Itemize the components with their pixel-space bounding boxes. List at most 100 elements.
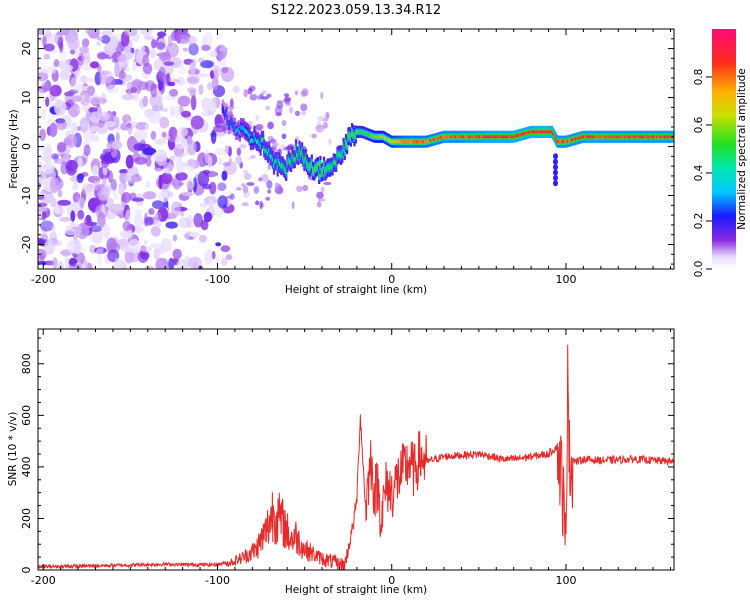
noise-blob	[210, 132, 217, 137]
ridge-core	[568, 139, 571, 143]
noise-blob	[106, 29, 114, 36]
ridge-core	[505, 135, 509, 139]
noise-blob	[211, 97, 217, 104]
ridge-core	[586, 135, 589, 139]
noise-blob	[160, 172, 173, 184]
noise-blob	[267, 163, 271, 170]
noise-blob	[98, 111, 110, 122]
ridge-core	[627, 135, 631, 139]
ridge-core	[242, 125, 245, 130]
ridge-core	[282, 165, 285, 171]
ridge-core	[499, 135, 502, 139]
noise-blob	[255, 200, 260, 206]
ridge-core	[393, 140, 396, 144]
ridge-core	[623, 135, 626, 139]
ridge-core	[235, 128, 238, 134]
ridge-core	[587, 135, 590, 139]
noise-blob	[221, 257, 228, 267]
ridge-core	[336, 153, 339, 158]
ridge-core	[420, 140, 423, 144]
noise-blob	[121, 71, 128, 85]
noise-blob	[110, 178, 117, 191]
ridge-core	[554, 137, 557, 141]
noise-blob	[88, 107, 98, 113]
ridge-core	[475, 135, 478, 139]
ridge-core	[424, 140, 427, 144]
ridge-core	[262, 137, 265, 143]
ridge-core	[360, 130, 363, 134]
noise-blob	[302, 184, 309, 192]
noise-blob	[294, 110, 301, 117]
ridge-core	[320, 170, 323, 175]
noise-blob	[49, 122, 58, 138]
ridge-core	[380, 135, 383, 139]
noise-blob	[166, 42, 179, 58]
ridge-core	[249, 138, 252, 144]
ridge-core	[431, 138, 434, 142]
ridge-core	[444, 135, 448, 139]
ridge-dip	[553, 164, 559, 171]
ridge-core	[415, 140, 418, 144]
noise-blob	[316, 191, 324, 199]
noise-blob	[136, 49, 148, 66]
ridge-core	[458, 135, 461, 139]
ridge-core	[542, 130, 545, 134]
ridge-core	[632, 135, 635, 139]
noise-blob	[209, 50, 218, 58]
noise-blob	[68, 257, 78, 267]
noise-blob	[41, 82, 51, 92]
ridge-core	[477, 135, 480, 139]
noise-blob	[170, 105, 175, 118]
ridge-core	[547, 130, 550, 134]
ridge-core	[446, 135, 449, 139]
ridge-core	[479, 135, 482, 139]
colorbar-tick-label: 0.2	[693, 213, 705, 230]
noise-blob	[208, 199, 214, 214]
ridge-core	[297, 153, 300, 159]
ridge-dip	[553, 180, 559, 187]
noise-blob	[158, 66, 166, 82]
ridge-core	[329, 165, 332, 170]
ridge-core	[365, 132, 368, 136]
noise-blob	[199, 202, 208, 208]
ridge-core	[466, 135, 470, 139]
noise-blob	[211, 76, 219, 91]
ridge-core	[298, 147, 301, 152]
y-tick-label: 200	[20, 508, 33, 529]
ridge-core	[558, 140, 561, 144]
noise-blob	[325, 111, 330, 120]
noise-blob	[43, 53, 51, 60]
noise-blob	[213, 124, 226, 133]
ridge-core	[593, 135, 596, 139]
ridge-core	[402, 140, 405, 144]
noise-blob	[79, 90, 91, 106]
noise-blob	[149, 243, 163, 249]
ridge-core	[372, 135, 376, 139]
ridge-core	[419, 140, 422, 144]
ridge-core	[405, 140, 409, 144]
ridge-core	[401, 140, 404, 144]
ridge-core	[532, 130, 535, 134]
ridge-core	[254, 137, 257, 142]
noise-blob	[44, 33, 58, 45]
ridge-core	[660, 135, 663, 139]
noise-blob	[243, 173, 252, 180]
ridge-core	[496, 135, 499, 139]
ridge-core	[237, 127, 240, 132]
ridge-core	[258, 141, 261, 146]
noise-blob	[82, 101, 90, 113]
ridge-core	[588, 135, 591, 139]
noise-blob	[186, 135, 193, 146]
ridge-core	[396, 140, 399, 144]
noise-blob	[140, 246, 153, 253]
ridge-dip	[553, 174, 559, 181]
ridge-core	[468, 135, 471, 139]
spectrogram-y-axis-label: Frequency (Hz)	[8, 109, 20, 188]
noise-blob	[130, 86, 138, 94]
ridge-core	[668, 135, 671, 139]
ridge-core	[315, 165, 318, 170]
ridge-core	[275, 158, 278, 164]
noise-blob	[328, 138, 332, 145]
noise-blob	[115, 132, 120, 143]
noise-blob	[45, 96, 50, 107]
